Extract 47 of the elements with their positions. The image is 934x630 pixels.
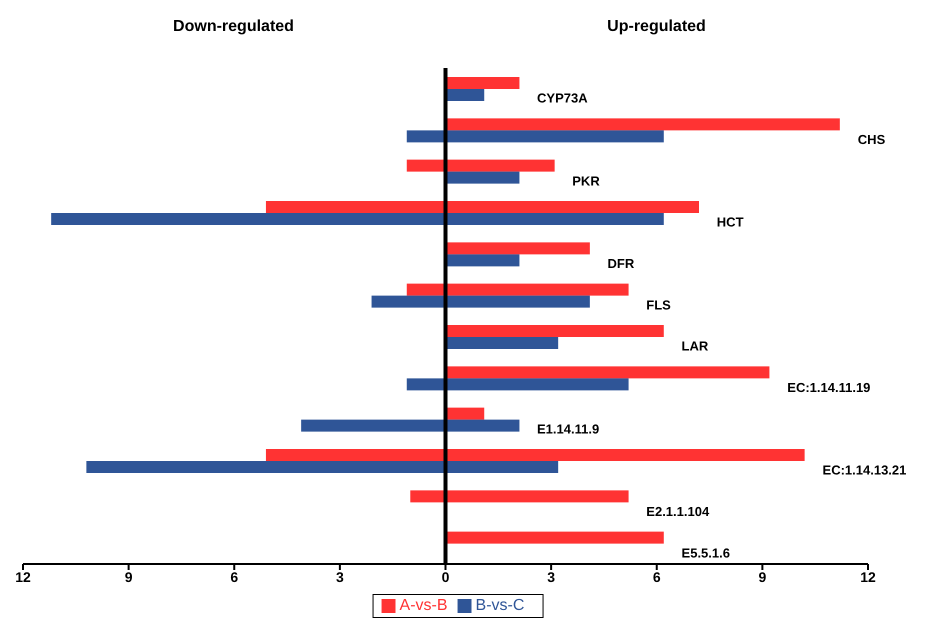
y-tick-label: E2.1.1.104 [646, 504, 710, 519]
y-tick-label: LAR [682, 338, 709, 354]
x-tick-label: 9 [758, 568, 766, 585]
x-tick-label: 3 [336, 568, 344, 585]
bar [446, 325, 664, 337]
bar [372, 296, 590, 308]
y-tick-label: PKR [572, 173, 600, 188]
bar [266, 449, 805, 461]
x-tick-label: 12 [860, 568, 876, 585]
text: Down-regulated [172, 18, 295, 36]
legend-label: A-vs-B [400, 597, 448, 614]
bar [301, 420, 520, 432]
y-tick-label: E5.5.1.6 [682, 545, 730, 560]
bar [446, 118, 840, 130]
x-tick-label: 6 [652, 568, 661, 585]
bar [406, 378, 629, 390]
bar [446, 254, 520, 266]
x-tick-label: 6 [230, 568, 238, 585]
text: Up-regulated [606, 18, 707, 36]
bar [51, 213, 664, 225]
x-tick-label: 0 [442, 568, 450, 585]
bar [266, 201, 699, 213]
bar [86, 461, 558, 473]
legend-label: B-vs-C [476, 597, 524, 614]
y-tick-label: FLS [646, 297, 672, 312]
bar [406, 160, 555, 172]
y-tick-label: E1.14.11.9 [537, 421, 600, 436]
y-tick-label: EC:1.14.11.19 [787, 380, 870, 395]
y-tick-label: DFR [608, 256, 635, 271]
bar [446, 77, 520, 89]
bar [446, 89, 484, 101]
bar [446, 408, 484, 420]
x-tick-label: 12 [15, 568, 31, 585]
x-tick-label: 3 [547, 568, 556, 585]
y-tick-label: CYP73A [537, 90, 588, 106]
bar [410, 490, 629, 502]
bar [406, 130, 664, 142]
y-tick-label: HCT [716, 214, 744, 230]
bar [446, 532, 664, 544]
y-tick-label: CHS [858, 132, 886, 147]
bar [446, 242, 590, 254]
bar [446, 172, 520, 184]
bar [406, 284, 629, 296]
y-tick-label: EC:1.14.13.21 [822, 462, 906, 478]
bar [446, 337, 558, 349]
bar [446, 366, 770, 378]
x-tick-label: 9 [124, 568, 133, 585]
